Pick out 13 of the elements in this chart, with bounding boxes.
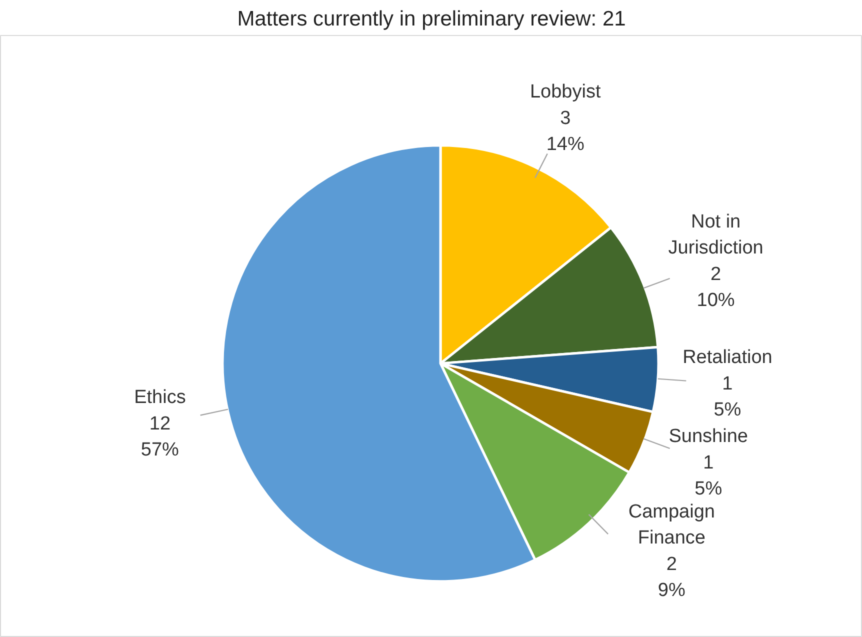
slice-label: Retaliation <box>682 347 772 368</box>
data-label: 2 10% <box>696 264 735 312</box>
data-label: 2 9% <box>658 554 686 602</box>
data-label: 1 5% <box>694 452 722 500</box>
data-label: 1 5% <box>714 373 742 421</box>
slice-label: Lobbyist <box>530 82 602 103</box>
slice-label: Not in Jurisdiction <box>668 211 764 259</box>
slice-label: Sunshine <box>668 426 748 448</box>
chart-title: Matters currently in preliminary review: 21 <box>237 8 626 30</box>
slice-label: Campaign Finance <box>628 501 715 549</box>
data-label: 3 14% <box>546 108 584 156</box>
data-label: 12 57% <box>140 413 180 461</box>
slice-label: Ethics <box>134 387 186 408</box>
